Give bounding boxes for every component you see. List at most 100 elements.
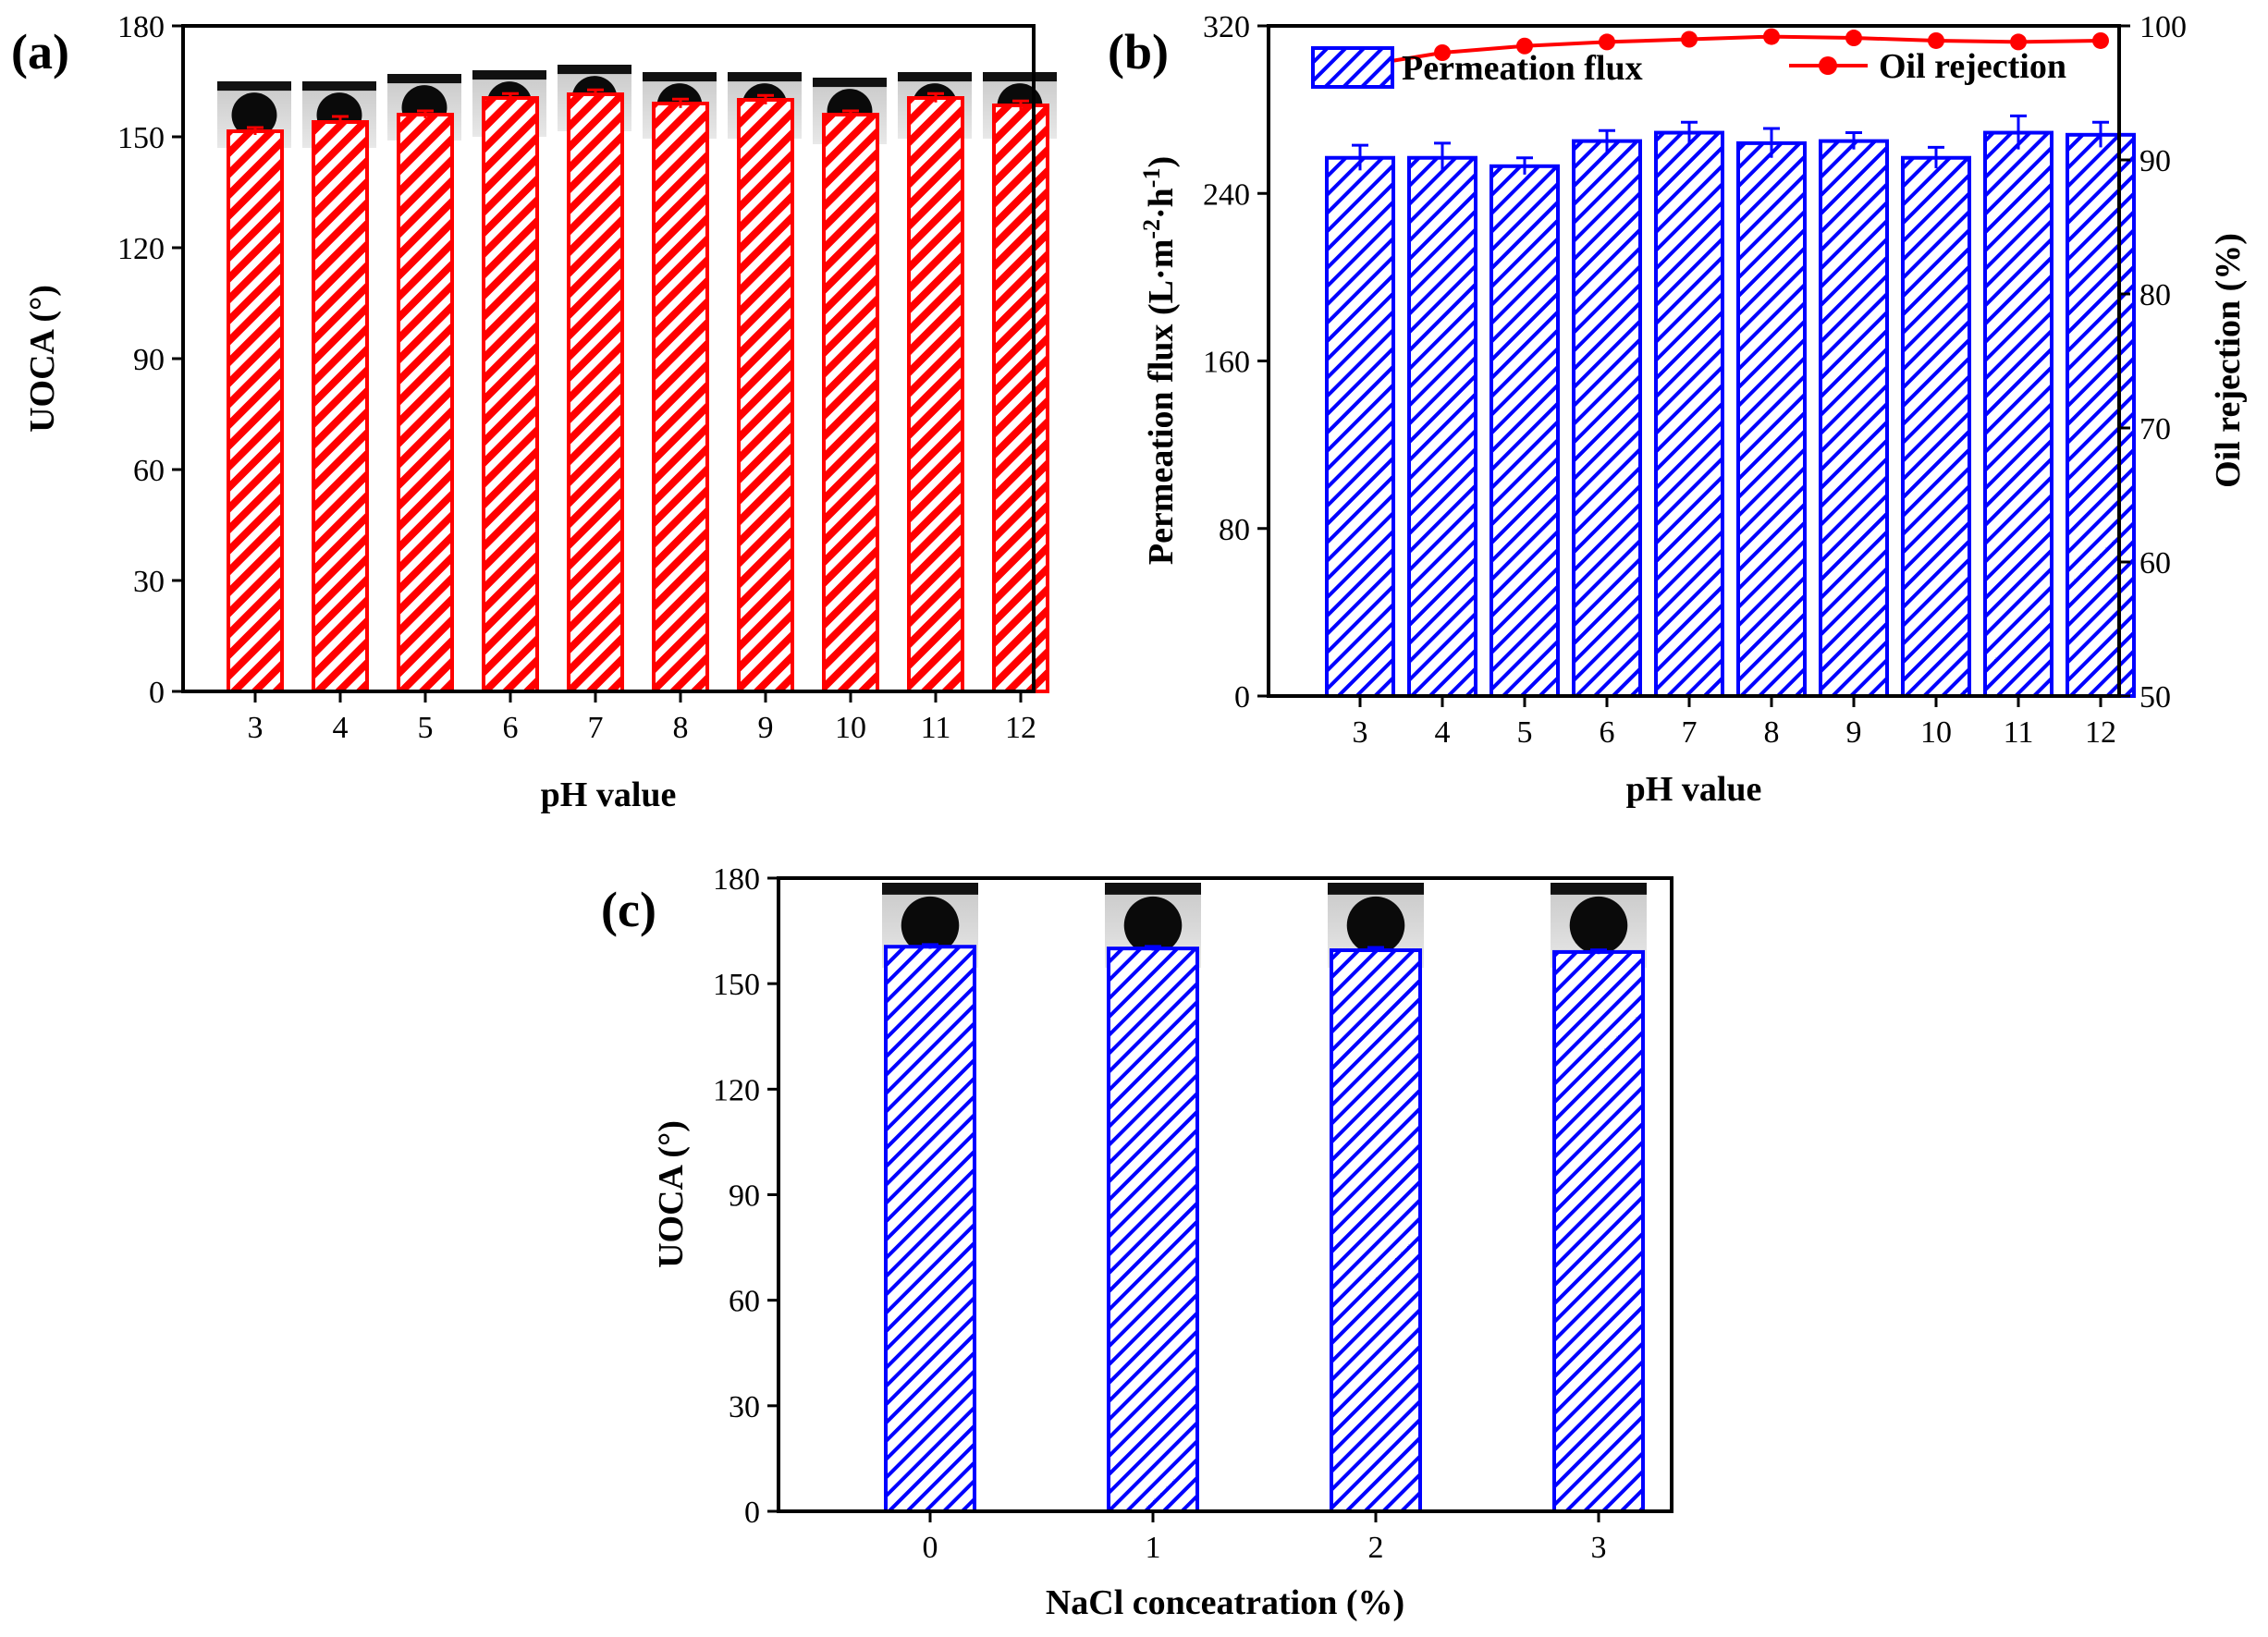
- b-rejection-point-5: [1763, 28, 1780, 45]
- a-ytick-label-4: 120: [117, 232, 165, 266]
- a-bar-1: [312, 120, 369, 693]
- droplet-insets-c: [882, 883, 1647, 968]
- c-bar-0: [884, 945, 976, 1514]
- b-rejection-polyline: [1359, 34, 2102, 68]
- bars-a: [227, 92, 1049, 693]
- c-ytick-label-2: 60: [729, 1285, 760, 1319]
- chart-panel-b: (b) 0 80 160 240 320 50 60 70 80 90 100 3 4 5 6 7 8 9 10…: [1108, 10, 2248, 809]
- x-axis-title-b: pH value: [1626, 770, 1762, 809]
- a-ytick-label-3: 90: [133, 343, 165, 377]
- c-inset-3: [1551, 883, 1647, 968]
- x-axis-b: 3 4 5 6 7 8 9 10 11 12: [1353, 696, 2116, 750]
- b-rejection-point-4: [1681, 31, 1698, 48]
- y-axis-left-b: 0 80 160 240 320: [1203, 10, 1269, 715]
- a-ytick-label-1: 30: [133, 565, 165, 599]
- c-inset-1-substrate: [1105, 883, 1201, 895]
- c-ytick-label-4: 120: [713, 1073, 760, 1107]
- legend-swatch-flux: [1311, 46, 1394, 89]
- b-bar-3: [1572, 139, 1642, 698]
- a-bar-0: [227, 129, 284, 693]
- b-bar-0: [1325, 155, 1395, 698]
- b-ytick-label-4: 320: [1203, 10, 1250, 44]
- y2-axis-title-b: Oil rejection (%): [2209, 233, 2248, 488]
- b-rejection-point-7: [1928, 31, 1944, 49]
- legend-label-flux: Permeation flux: [1402, 49, 1643, 88]
- a-xtick-label-2: 5: [418, 711, 434, 745]
- y-axis-c: 0 30 60 90 120 150 180: [713, 862, 778, 1530]
- b-rejection-point-9: [2092, 31, 2109, 49]
- b-ytick-label-0: 0: [1234, 680, 1250, 715]
- b-ytick-label-1: 80: [1219, 513, 1250, 547]
- a-inset-9-substrate: [983, 72, 1057, 82]
- error-bars-a: [247, 88, 1029, 135]
- a-xtick-label-5: 8: [673, 711, 689, 745]
- c-ytick-label-6: 180: [713, 862, 760, 897]
- a-xtick-label-0: 3: [248, 711, 264, 745]
- b-bar-6: [1819, 139, 1889, 698]
- b-rejection-point-3: [1599, 33, 1615, 51]
- error-bars-b: [1352, 114, 2109, 175]
- a-bar-9: [992, 104, 1049, 693]
- a-ytick-label-6: 180: [117, 10, 165, 44]
- bars-c: [884, 945, 1645, 1514]
- c-inset-2-substrate: [1328, 883, 1424, 895]
- b-bar-9: [2066, 132, 2136, 698]
- b-xtick-label-4: 7: [1682, 715, 1698, 750]
- b-xtick-label-8: 11: [2004, 715, 2034, 750]
- a-xtick-label-8: 11: [921, 711, 951, 745]
- c-xtick-label-3: 3: [1591, 1531, 1607, 1565]
- c-xtick-label-2: 2: [1368, 1531, 1384, 1565]
- x-axis-title-c: NaCl conceatration (%): [1046, 1583, 1404, 1622]
- b-rejection-point-1: [1434, 44, 1451, 61]
- b-xtick-label-7: 10: [1920, 715, 1952, 750]
- c-ytick-label-5: 150: [713, 968, 760, 1002]
- b-bar-8: [1983, 130, 2053, 698]
- legend-b: Permeation flux Oil rejection: [1311, 46, 2066, 89]
- b2-ytick-label-5: 100: [2139, 10, 2187, 44]
- c-xtick-label-0: 0: [923, 1531, 938, 1565]
- a-xtick-label-1: 4: [333, 711, 349, 745]
- b2-ytick-label-3: 80: [2139, 278, 2171, 312]
- c-bar-2: [1330, 948, 1422, 1513]
- y-axis-a: 0 30 60 90 120 150 180: [117, 10, 183, 710]
- a-bar-4: [567, 92, 624, 693]
- x-axis-a: 3 4 5 6 7 8 9 10 11 12: [248, 691, 1036, 745]
- b-bar-5: [1736, 140, 1807, 698]
- a-inset-1-substrate: [302, 81, 376, 92]
- c-ytick-label-3: 90: [729, 1179, 760, 1214]
- b-rejection-point-2: [1516, 37, 1533, 55]
- a-inset-7-substrate: [813, 78, 887, 88]
- b-xtick-label-5: 8: [1764, 715, 1780, 750]
- b-bar-1: [1407, 155, 1477, 698]
- b-bar-4: [1654, 130, 1724, 698]
- panel-c-label: (c): [601, 882, 656, 937]
- a-bar-6: [737, 98, 794, 693]
- c-bar-1: [1107, 947, 1199, 1513]
- b2-ytick-label-1: 60: [2139, 546, 2171, 580]
- b2-ytick-label-0: 50: [2139, 680, 2171, 715]
- b2-ytick-label-4: 90: [2139, 144, 2171, 178]
- a-xtick-label-7: 10: [835, 711, 866, 745]
- b-xtick-label-2: 5: [1517, 715, 1533, 750]
- b-rejection-point-8: [2010, 33, 2027, 51]
- b-rejection-point-6: [1845, 30, 1862, 47]
- a-inset-0-substrate: [217, 81, 291, 92]
- c-inset-0-droplet: [901, 896, 960, 955]
- a-bar-2: [397, 113, 454, 693]
- a-bar-3: [482, 96, 539, 693]
- a-bar-8: [907, 96, 964, 693]
- a-inset-4-substrate: [558, 65, 631, 75]
- b-bar-7: [1901, 155, 1971, 698]
- chart-panel-c: (c) 0 30 60 90 120 150 180 0 1 2 3 NaCl conceatra…: [601, 862, 1673, 1622]
- y-axis-title-b: Permeation flux (L·m-2·h-1): [1138, 156, 1182, 565]
- panel-a-label: (a): [11, 24, 69, 79]
- a-inset-6-substrate: [728, 72, 802, 82]
- c-xtick-label-1: 1: [1146, 1531, 1161, 1565]
- c-inset-1-droplet: [1123, 896, 1183, 955]
- a-bar-5: [652, 102, 709, 693]
- c-inset-2-droplet: [1346, 896, 1405, 955]
- c-ytick-label-0: 0: [744, 1496, 760, 1530]
- bars-b: [1325, 130, 2136, 698]
- b-xtick-label-1: 4: [1435, 715, 1451, 750]
